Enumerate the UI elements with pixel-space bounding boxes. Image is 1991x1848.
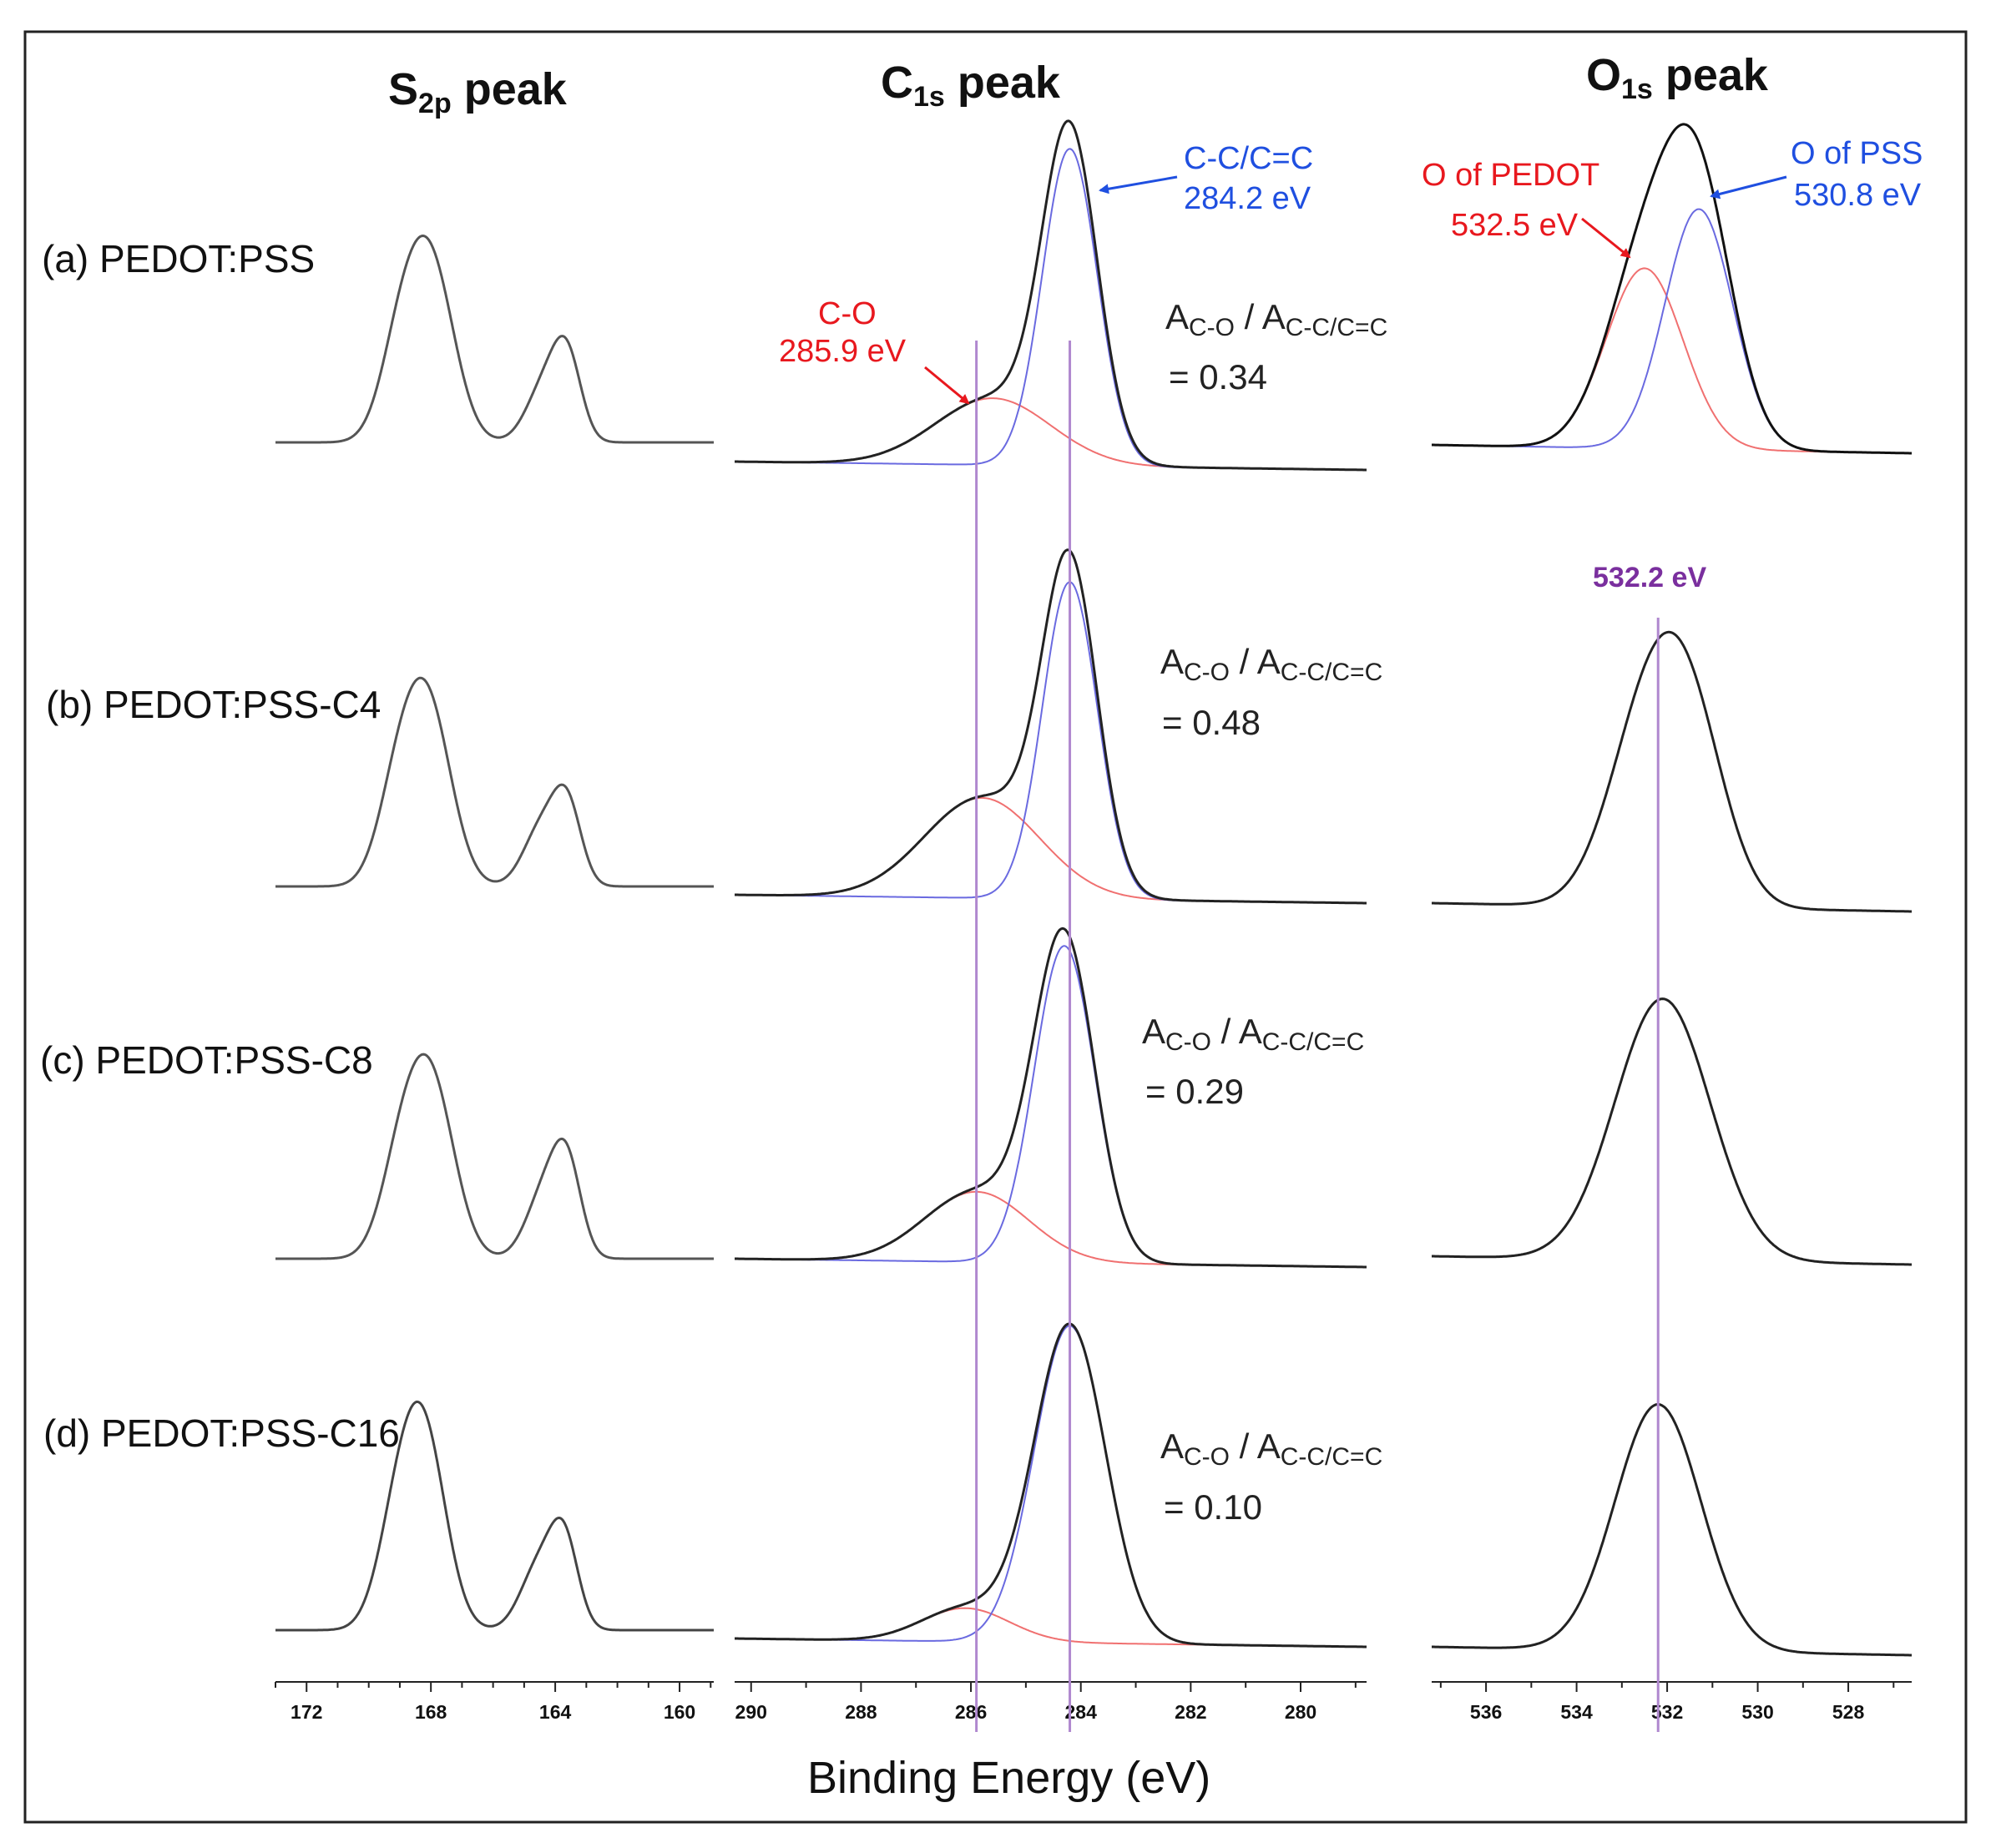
- o1s-tick-label-536: 536: [1470, 1701, 1502, 1723]
- s2p-header: S2p peak: [388, 64, 568, 119]
- s2p-tick-label-172: 172: [291, 1701, 322, 1723]
- co-arrow: [924, 366, 970, 405]
- ratio-annotation-b: AC-O / AC-C/C=C = 0.48: [1160, 642, 1382, 742]
- sample-label-a: (a) PEDOT:PSS: [42, 237, 315, 280]
- s2p-tick-label-160: 160: [664, 1701, 695, 1723]
- sample-label-c: (c) PEDOT:PSS-C8: [40, 1038, 373, 1082]
- o1s-d-measured-line: [1431, 1403, 1913, 1657]
- o1s-tick-label-528: 528: [1832, 1701, 1865, 1723]
- s2p-tick-label-164: 164: [539, 1701, 572, 1723]
- ratio-value-b: 0.48: [1192, 703, 1261, 742]
- svg-text:AC-O / AC-C/C=C: AC-O / AC-C/C=C: [1142, 1012, 1364, 1056]
- s2p-a-measured-line: [275, 235, 715, 444]
- c1s-c-envelope-line: [735, 927, 1367, 1269]
- c1s-tick-label-282: 282: [1175, 1701, 1206, 1723]
- ratio-annotation-d: AC-O / AC-C/C=C = 0.10: [1160, 1426, 1382, 1527]
- s2p-tick-label-168: 168: [415, 1701, 447, 1723]
- c1s-a-envelope-line: [735, 119, 1367, 472]
- pss-o-arrow: [1710, 175, 1787, 199]
- pss-o-energy: 530.8 eV: [1794, 178, 1922, 213]
- c1s-tick-label-286: 286: [955, 1701, 987, 1723]
- o1s-a-envelope-line: [1431, 123, 1913, 455]
- o1s-tick-label-534: 534: [1560, 1701, 1593, 1723]
- cc-peak-label: C-C/C=C: [1184, 141, 1313, 176]
- c1s-d-envelope-line: [735, 1322, 1367, 1649]
- sample-label-b: (b) PEDOT:PSS-C4: [46, 683, 381, 726]
- ratio-annotation-c: AC-O / AC-C/C=C = 0.29: [1142, 1012, 1364, 1111]
- cc-peak-energy: 284.2 eV: [1184, 181, 1311, 216]
- x-axis-label: Binding Energy (eV): [807, 1753, 1210, 1803]
- plot-layer: 172 168 164 160 290 288 286 284 282 280 536 534 532 5…: [275, 119, 1913, 1732]
- s2p-c-measured-line: [275, 1053, 715, 1260]
- o1s-tick-label-530: 530: [1741, 1701, 1773, 1723]
- svg-text:= 0.48: = 0.48: [1162, 703, 1261, 742]
- o1s-c-measured-line: [1431, 997, 1913, 1266]
- svg-text:AC-O / AC-C/C=C: AC-O / AC-C/C=C: [1165, 297, 1387, 341]
- figure-frame: [23, 30, 1968, 1824]
- o1s-tick-label-532: 532: [1651, 1701, 1683, 1723]
- c1s-header: C1s peak: [881, 58, 1061, 113]
- svg-text:= 0.34: = 0.34: [1169, 357, 1267, 396]
- o1s-b-measured-line: [1431, 630, 1913, 913]
- co-peak-label: C-O: [818, 296, 877, 331]
- svg-text:AC-O / AC-C/C=C: AC-O / AC-C/C=C: [1160, 642, 1382, 686]
- ratio-annotation-a: AC-O / AC-C/C=C = 0.34: [1165, 297, 1387, 396]
- co-peak-energy: 285.9 eV: [779, 334, 907, 369]
- svg-text:= 0.29: = 0.29: [1145, 1072, 1244, 1111]
- s2p-d-measured-line: [275, 1400, 715, 1632]
- cc-arrow: [1099, 175, 1178, 194]
- c1s-tick-label-290: 290: [735, 1701, 767, 1723]
- ratio-value-a: 0.34: [1199, 357, 1267, 396]
- svg-text:AC-O / AC-C/C=C: AC-O / AC-C/C=C: [1160, 1426, 1382, 1471]
- o1s-header: O1s peak: [1586, 50, 1769, 105]
- pedot-o-energy: 532.5 eV: [1451, 208, 1579, 243]
- pedot-o-arrow: [1581, 217, 1631, 259]
- pss-o-label: O of PSS: [1791, 136, 1923, 171]
- o1s-vline-label: 532.2 eV: [1593, 562, 1706, 593]
- ratio-value-d: 0.10: [1194, 1487, 1262, 1527]
- sample-label-d: (d) PEDOT:PSS-C16: [43, 1411, 400, 1455]
- ratio-value-c: 0.29: [1175, 1072, 1244, 1111]
- c1s-tick-label-288: 288: [845, 1701, 877, 1723]
- svg-text:= 0.10: = 0.10: [1164, 1487, 1262, 1527]
- s2p-b-measured-line: [275, 676, 715, 888]
- c1s-b-envelope-line: [735, 548, 1367, 905]
- c1s-tick-label-280: 280: [1285, 1701, 1316, 1723]
- pedot-o-label: O of PEDOT: [1422, 158, 1599, 193]
